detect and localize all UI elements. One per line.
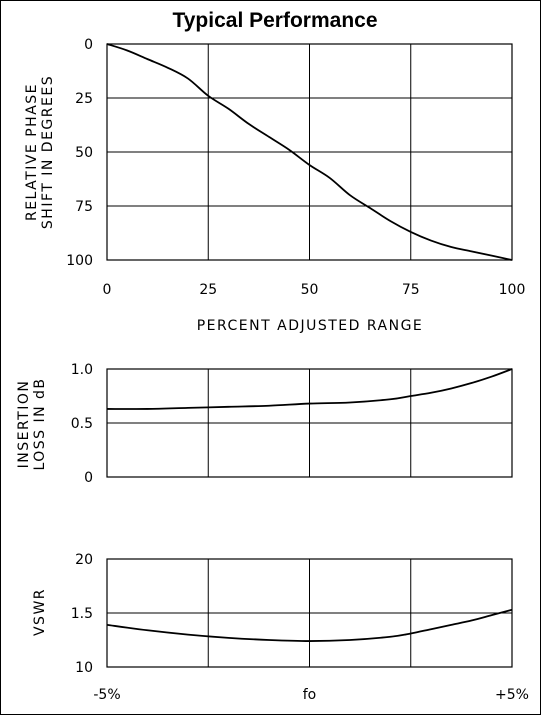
phase-ytick-label: 75 [75, 199, 93, 215]
vswr-ytick-label: 1.5 [71, 606, 93, 622]
vswr-xtick-label: +5% [495, 687, 529, 703]
vswr-chart: VSWR 10 1.5 20 -5% fo +5% [32, 552, 529, 703]
phase-ylabel-line2: SHIFT IN DEGREES [40, 75, 56, 229]
loss-ytick-label: 0.5 [71, 416, 93, 432]
loss-series-line-0 [106, 368, 513, 410]
phase-xtick-label: 0 [103, 282, 112, 298]
vswr-plot-area [106, 558, 513, 668]
phase-ylabel-line1: RELATIVE PHASE [24, 83, 40, 221]
insertion-loss-chart: INSERTION LOSS IN dB 0 0.5 1.0 [16, 362, 513, 486]
vswr-ylabel: VSWR [32, 588, 48, 636]
chart-title: Typical Performance [172, 9, 377, 32]
phase-xtick-label: 25 [199, 282, 217, 298]
phase-series-line-0 [106, 43, 513, 261]
loss-ytick-label: 1.0 [71, 362, 93, 378]
loss-ylabel-line1: INSERTION [16, 380, 32, 469]
phase-ytick-label: 25 [75, 91, 93, 107]
vswr-series-line-0 [106, 608, 513, 642]
phase-xlabel: PERCENT ADJUSTED RANGE [197, 318, 424, 334]
phase-xtick-label: 100 [499, 282, 526, 298]
phase-ytick-label: 50 [75, 145, 93, 161]
phase-shift-chart: RELATIVE PHASE SHIFT IN DEGREES PERCENT … [24, 37, 525, 334]
phase-plot-area [106, 43, 513, 261]
vswr-ytick-label: 20 [75, 552, 93, 568]
vswr-xtick-label: -5% [93, 687, 120, 703]
phase-xtick-label: 50 [301, 282, 319, 298]
loss-plot-area [106, 368, 513, 478]
vswr-xtick-label: fo [303, 687, 317, 703]
phase-ytick-label: 0 [84, 37, 93, 53]
phase-ytick-label: 100 [66, 253, 93, 269]
loss-ytick-label: 0 [84, 470, 93, 486]
loss-ylabel-line2: LOSS IN dB [32, 377, 48, 470]
phase-xtick-label: 75 [402, 282, 420, 298]
vswr-ytick-label: 10 [75, 660, 93, 676]
